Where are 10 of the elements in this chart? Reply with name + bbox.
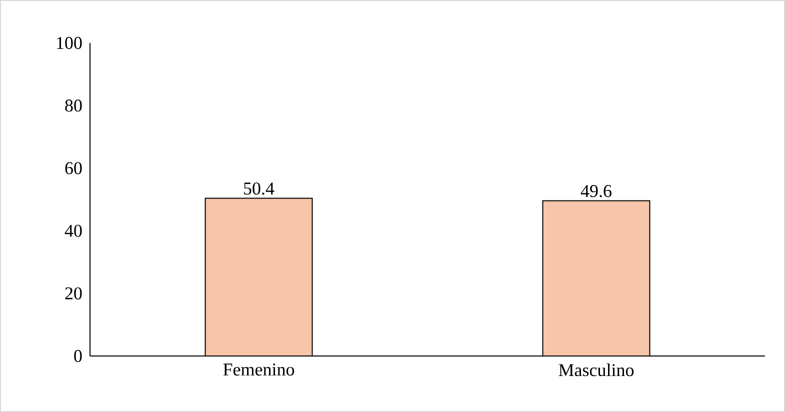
y-tick-label: 60 xyxy=(65,162,82,174)
y-tick-label: 100 xyxy=(57,36,82,50)
y-tick-label: 0 xyxy=(74,350,82,362)
data-label: 49.6 xyxy=(580,185,612,198)
x-tick-label: Masculino xyxy=(558,364,634,376)
y-tick-label: 40 xyxy=(64,224,82,237)
y-tick-label: 80 xyxy=(65,100,82,112)
x-tick-label: Femenino xyxy=(223,364,294,376)
y-tick-label: 20 xyxy=(65,287,82,300)
data-label: 50.4 xyxy=(244,182,274,195)
